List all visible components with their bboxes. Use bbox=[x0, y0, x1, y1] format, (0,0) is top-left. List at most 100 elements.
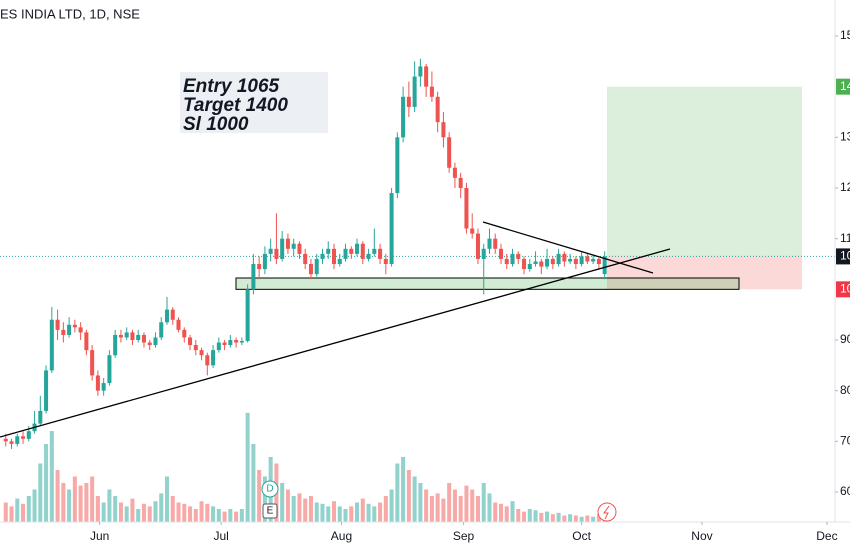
volume-bar bbox=[441, 498, 446, 522]
candle-body bbox=[349, 248, 354, 254]
candle-body bbox=[493, 238, 498, 249]
axis-layer: 600 700 800 900 1100 1200 1300 1500 1400 1065 1000… bbox=[90, 28, 850, 543]
candle-body bbox=[389, 193, 394, 264]
volume-bar bbox=[15, 498, 20, 522]
candle-body bbox=[487, 238, 492, 249]
dividend-icon-text: D bbox=[266, 484, 273, 495]
candle-body bbox=[182, 329, 187, 338]
volume-bar bbox=[475, 496, 480, 522]
volume-bar bbox=[205, 503, 210, 522]
volume-bar bbox=[262, 476, 267, 522]
volume-bar bbox=[562, 515, 567, 522]
candle-body bbox=[113, 334, 118, 356]
candle-body bbox=[176, 319, 181, 330]
volume-bar bbox=[32, 489, 37, 522]
candle-body bbox=[573, 258, 578, 264]
y-tick-label: 700 bbox=[840, 434, 850, 448]
volume-bar bbox=[308, 496, 313, 522]
volume-bar bbox=[337, 506, 342, 522]
candle-body bbox=[372, 248, 377, 254]
volume-bar bbox=[55, 470, 60, 522]
volume-bar bbox=[579, 516, 584, 522]
candle-body bbox=[239, 341, 244, 343]
candle-body bbox=[216, 342, 221, 351]
candle-body bbox=[481, 248, 486, 259]
volume-bar bbox=[591, 516, 596, 522]
volume-bar bbox=[556, 512, 561, 522]
volume-bar bbox=[533, 510, 538, 522]
candle-body bbox=[95, 375, 100, 391]
candle-body bbox=[291, 243, 296, 249]
volume-bar bbox=[355, 502, 360, 522]
volume-bar bbox=[222, 511, 227, 522]
annotation-box bbox=[180, 72, 328, 133]
candle-body bbox=[429, 86, 434, 97]
candle-body bbox=[522, 258, 527, 270]
x-tick-label: Nov bbox=[691, 529, 712, 543]
candle-body bbox=[360, 243, 365, 259]
candle-body bbox=[406, 96, 411, 107]
x-tick-label: Sep bbox=[453, 529, 475, 543]
volume-bar bbox=[147, 506, 152, 522]
volume-bar bbox=[418, 483, 423, 522]
volume-bar bbox=[182, 503, 187, 522]
candle-body bbox=[539, 261, 544, 267]
volume-bar bbox=[320, 503, 325, 522]
volume-bar bbox=[458, 496, 463, 522]
candle-body bbox=[320, 253, 325, 259]
candle-body bbox=[118, 334, 123, 338]
volume-bar bbox=[257, 470, 262, 522]
volume-bar bbox=[21, 503, 26, 522]
volume-bar bbox=[435, 493, 440, 522]
volume-bar bbox=[124, 506, 129, 522]
earnings-icon-text: E bbox=[267, 506, 274, 517]
candle-body bbox=[21, 436, 26, 439]
background-layer bbox=[0, 86, 835, 522]
price-label-box bbox=[836, 281, 850, 298]
volume-bar bbox=[527, 509, 532, 522]
volume-bar bbox=[84, 483, 89, 522]
candle-body bbox=[44, 370, 49, 411]
candle-body bbox=[49, 319, 54, 371]
volume-bar bbox=[228, 509, 233, 522]
candle-body bbox=[516, 253, 521, 259]
volume-bar bbox=[285, 489, 290, 522]
candle-body bbox=[90, 350, 95, 376]
candle-body bbox=[55, 319, 60, 330]
candle-body bbox=[308, 264, 313, 275]
price-label: 1065 bbox=[840, 249, 850, 263]
candle-body bbox=[205, 355, 210, 366]
candle-body bbox=[533, 261, 538, 264]
volume-bar bbox=[349, 506, 354, 522]
volume-bar bbox=[545, 511, 550, 522]
volume-bar bbox=[176, 502, 181, 522]
candle-body bbox=[159, 322, 164, 338]
candle-body bbox=[136, 334, 141, 340]
x-tick-label: Dec bbox=[816, 529, 837, 543]
volume-bar bbox=[72, 476, 77, 522]
y-tick-label: 900 bbox=[840, 332, 850, 346]
chart-title: ES INDIA LTD, 1D, NSE bbox=[0, 6, 140, 21]
candle-body bbox=[38, 410, 43, 424]
candle-body bbox=[147, 342, 152, 346]
candle-body bbox=[412, 76, 417, 107]
candle-body bbox=[199, 350, 204, 356]
volume-bar bbox=[498, 503, 504, 522]
volume-bar bbox=[61, 483, 66, 522]
candle-body bbox=[193, 345, 198, 351]
volume-bar bbox=[481, 483, 486, 522]
volume-bar bbox=[424, 489, 429, 522]
candle-body bbox=[124, 332, 129, 338]
candle-body bbox=[211, 350, 216, 366]
volume-bar bbox=[234, 511, 239, 522]
price-label-box bbox=[836, 248, 850, 265]
candle-body bbox=[15, 436, 20, 444]
earnings-icon bbox=[262, 503, 278, 519]
price-label-box bbox=[836, 78, 850, 95]
candle-body bbox=[153, 337, 158, 346]
candle-body bbox=[504, 258, 509, 264]
candle-body bbox=[78, 327, 83, 333]
y-tick-label: 1200 bbox=[840, 180, 850, 194]
x-tick-label: Oct bbox=[572, 529, 591, 543]
